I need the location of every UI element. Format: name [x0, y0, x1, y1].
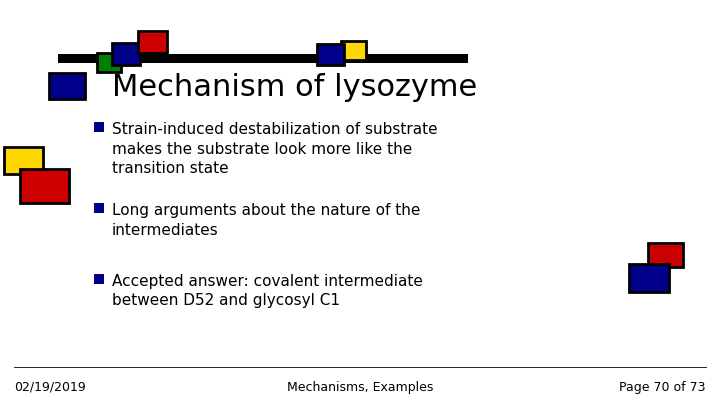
Bar [341, 41, 366, 60]
Text: Strain-induced destabilization of substrate
makes the substrate look more like t: Strain-induced destabilization of substr… [112, 122, 437, 176]
Text: 02/19/2019: 02/19/2019 [14, 381, 86, 394]
Text: Page 70 of 73: Page 70 of 73 [619, 381, 706, 394]
Bar [20, 169, 69, 202]
Bar [94, 203, 104, 213]
Bar [97, 53, 121, 72]
Bar [94, 122, 104, 132]
Bar [112, 43, 140, 65]
Bar [629, 264, 669, 292]
Text: Accepted answer: covalent intermediate
between D52 and glycosyl C1: Accepted answer: covalent intermediate b… [112, 274, 423, 308]
Text: Mechanism of lysozyme: Mechanism of lysozyme [112, 73, 477, 102]
Bar [4, 147, 43, 174]
Bar [317, 44, 344, 65]
Bar [94, 274, 104, 284]
Bar [138, 31, 167, 53]
Text: Long arguments about the nature of the
intermediates: Long arguments about the nature of the i… [112, 203, 420, 237]
Bar [648, 243, 683, 267]
Bar [49, 73, 85, 99]
Text: Mechanisms, Examples: Mechanisms, Examples [287, 381, 433, 394]
Bar [58, 54, 468, 63]
